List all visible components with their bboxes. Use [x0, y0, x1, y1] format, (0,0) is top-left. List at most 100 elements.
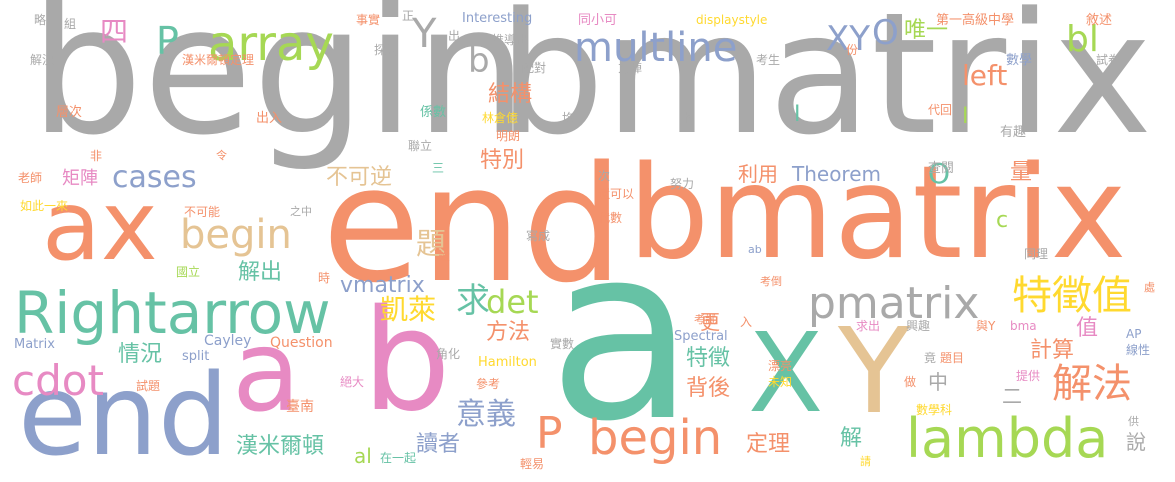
cloud-word: 竟 [924, 351, 937, 365]
cloud-word: 角化 [436, 347, 461, 361]
cloud-word: cases [112, 162, 115, 163]
cloud-word: 試卷 [1096, 53, 1121, 67]
cloud-word: 設 [438, 249, 451, 263]
cloud-word: ab [748, 243, 762, 256]
cloud-word: 解法 [1052, 361, 1132, 407]
cloud-word: 求 [456, 281, 490, 321]
cloud-word: P [156, 19, 179, 63]
cloud-word: end [322, 131, 624, 318]
cloud-word: 國立 [176, 265, 201, 279]
cloud-word: Interesting [462, 11, 533, 26]
cloud-word: 做 [904, 375, 917, 389]
cloud-word: 組 [64, 17, 77, 31]
cloud-word: cdot [12, 356, 104, 405]
cloud-word: Question [270, 335, 333, 351]
cloud-word: 特別 [480, 148, 525, 173]
cloud-word: 明朗 [496, 129, 521, 143]
cloud-word: begin [588, 410, 723, 466]
cloud-word: O [872, 13, 899, 53]
cloud-word: bmatrix [498, 0, 1153, 172]
cloud-word: 漢米爾頓定理 [182, 53, 255, 67]
cloud-word: AP [1126, 327, 1142, 341]
cloud-word: 與Y [976, 319, 996, 333]
cloud-word: 非 [90, 149, 103, 163]
cloud-word: bma [1010, 319, 1037, 333]
cloud-word: 臺南 [286, 399, 314, 415]
cloud-word: 計算 [1030, 338, 1075, 363]
cloud-word: det [486, 283, 539, 321]
cloud-word: split [182, 349, 210, 364]
cloud-word: 求出 [856, 319, 881, 333]
cloud-word: I [962, 104, 969, 129]
cloud-word: 推導出 [492, 33, 529, 47]
cloud-word: al [354, 444, 372, 468]
cloud-word: 同理 [1024, 247, 1049, 261]
cloud-word: 層次 [56, 105, 83, 120]
cloud-word: 代回 [928, 103, 953, 117]
cloud-word: 題目 [940, 351, 965, 365]
cloud-word: 定理 [746, 432, 791, 457]
cloud-word: array [208, 16, 334, 72]
cloud-word: 試題 [136, 379, 161, 393]
cloud-word: 結構 [488, 82, 533, 107]
cloud-word: 之中 [290, 205, 312, 218]
cloud-word: 解出 [238, 260, 283, 285]
cloud-word: 唯一 [904, 18, 949, 43]
cloud-word: Cayley [204, 333, 252, 349]
cloud-word: 均 [562, 111, 575, 125]
cloud-word: 探討 [374, 43, 399, 57]
cloud-word: 量 [1010, 160, 1033, 185]
cloud-word: bl [1066, 19, 1099, 60]
cloud-word: 努力 [670, 177, 695, 191]
cloud-word: 四 [100, 15, 129, 48]
cloud-word: 如此一來 [20, 199, 69, 213]
cloud-word: 請 [860, 455, 871, 468]
cloud-word: 值 [1076, 316, 1099, 341]
cloud-word: 在一起 [380, 451, 417, 465]
cloud-word: ax [42, 170, 158, 282]
cloud-word: 正 [402, 9, 415, 23]
cloud-word: XY [826, 19, 871, 59]
cloud-word: 情況 [118, 342, 163, 367]
cloud-word: lambda [906, 407, 1109, 470]
cloud-word: 考倒 [760, 275, 782, 288]
cloud-word: 意義 [456, 397, 516, 432]
cloud-word: 考生 [756, 53, 781, 67]
cloud-word: 查閱 [928, 161, 955, 176]
cloud-word: end [18, 351, 229, 481]
cloud-word: 題 [416, 227, 446, 262]
cloud-word: Rightarrow [14, 279, 331, 347]
cloud-word: 階 [682, 111, 695, 125]
cloud-word: 林倉億 [482, 111, 519, 125]
cloud-word: b [362, 280, 451, 443]
cloud-word: 考試 [694, 313, 716, 326]
cloud-word: 輕易 [520, 457, 545, 471]
cloud-word: 漢米爾頓 [236, 434, 325, 459]
cloud-word: pmatrix [808, 278, 980, 329]
cloud-word: 聯立 [408, 139, 433, 153]
cloud-word: 事實 [356, 13, 381, 27]
cloud-word: 提供 [1016, 369, 1041, 383]
cloud-word: a [232, 307, 301, 437]
cloud-word: 寫成 [526, 229, 551, 243]
cloud-word: 參考 [476, 377, 501, 391]
cloud-word: Matrix [14, 337, 55, 352]
cloud-word: 二 [1002, 384, 1022, 408]
cloud-word: 背後 [686, 376, 731, 401]
cloud-word: 次 [598, 169, 611, 183]
cloud-word: 時 [318, 271, 331, 285]
cloud-word: 代數 [598, 211, 623, 225]
cloud-word: b [468, 41, 490, 81]
cloud-word: 處 [1144, 281, 1155, 294]
cloud-word: multline [574, 25, 738, 71]
cloud-word: 方陣 [618, 61, 643, 75]
cloud-word: begin [30, 0, 528, 174]
cloud-word: I [794, 102, 801, 127]
cloud-word: bmatrix [628, 139, 1127, 288]
cloud-word: 同小可 [578, 13, 618, 28]
cloud-word: displaystyle [696, 13, 768, 27]
cloud-word: 不可能 [184, 205, 221, 219]
cloud-word: 入 [740, 315, 753, 329]
cloud-word: 還可以 [598, 187, 635, 201]
